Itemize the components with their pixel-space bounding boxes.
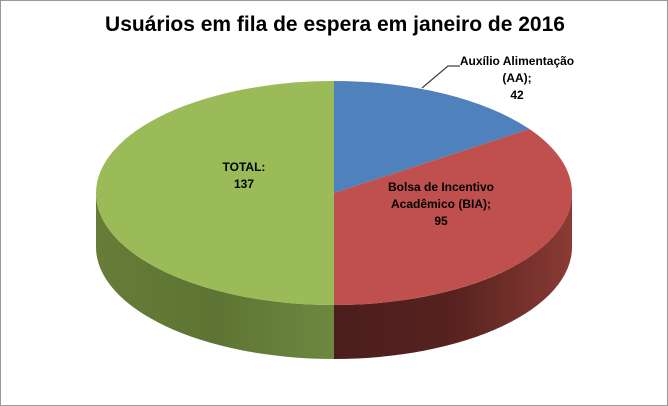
label-line: (AA); <box>502 71 532 85</box>
label-line: Auxílio Alimentação <box>459 54 575 68</box>
pie-side-1 <box>334 193 572 359</box>
pie-slice-2[interactable] <box>96 81 334 305</box>
pie-slice-0[interactable] <box>334 81 530 193</box>
slice-label-aa: Auxílio Alimentação (AA); 42 <box>417 53 617 104</box>
slice-label-total: TOTAL: 137 <box>164 159 324 193</box>
slice-label-bia: Bolsa de Incentivo Acadêmico (BIA); 95 <box>341 179 541 230</box>
label-line: Bolsa de Incentivo <box>387 180 495 194</box>
label-value: 42 <box>510 88 524 102</box>
label-line: TOTAL: <box>222 160 266 174</box>
label-value: 137 <box>233 177 255 191</box>
pie-slice-1[interactable] <box>334 129 572 305</box>
label-line: Acadêmico (BIA); <box>390 197 491 211</box>
chart-title: Usuários em fila de espera em janeiro de… <box>105 13 565 36</box>
pie-side-2 <box>96 193 334 359</box>
leader-line <box>421 65 460 89</box>
label-value: 95 <box>434 214 448 228</box>
